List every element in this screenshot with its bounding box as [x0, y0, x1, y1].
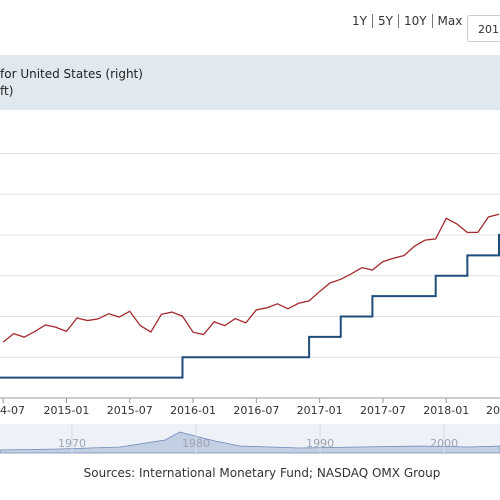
navigator-tick-label: 1990 — [306, 437, 334, 450]
navigator-tick-label: 1970 — [58, 437, 86, 450]
date-input[interactable]: 2013 — [467, 15, 500, 42]
x-tick-label: 2016-01 — [170, 404, 216, 417]
legend: for United States (right) ft) — [0, 55, 500, 110]
x-tick-label: 2017-07 — [360, 404, 406, 417]
x-tick-label: 4-07 — [0, 404, 25, 417]
x-tick-label: 20 — [486, 404, 500, 417]
range-button[interactable]: 5Y — [371, 14, 398, 28]
navigator-tick-label: 1980 — [182, 437, 210, 450]
x-tick-label: 2017-01 — [297, 404, 343, 417]
sources: Sources: International Monetary Fund; NA… — [83, 466, 441, 480]
x-tick-label: 2015-07 — [107, 404, 153, 417]
navigator-tick-label: 2000 — [430, 437, 458, 450]
legend-entry: ft) — [0, 84, 14, 98]
navigator-shape — [0, 431, 500, 454]
legend-entry: for United States (right) — [0, 67, 143, 81]
range-button[interactable]: Max — [431, 14, 468, 28]
series-line — [0, 234, 500, 379]
range-buttons: 1Y 5Y 10Y Max — [350, 14, 467, 28]
x-tick-label: 2018-01 — [423, 404, 469, 417]
range-button[interactable]: 1Y — [352, 14, 367, 28]
x-tick-label: 2016-07 — [233, 404, 279, 417]
range-button[interactable]: 10Y — [397, 14, 432, 28]
series-line — [2, 213, 500, 343]
x-tick-label: 2015-01 — [43, 404, 89, 417]
